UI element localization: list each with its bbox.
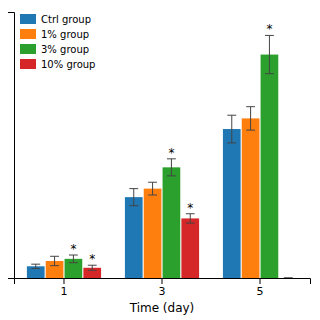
error-bar <box>246 107 255 130</box>
legend-label: 1% group <box>41 29 89 40</box>
x-tick-mark <box>63 278 64 284</box>
chart: * * * * * 1 3 5 Ctrl group 1% group 3% group 10% gr… <box>0 0 320 320</box>
bar <box>242 118 260 278</box>
x-tick: 3 <box>159 278 166 298</box>
error-bar <box>265 35 274 73</box>
bar <box>144 189 162 278</box>
bar <box>163 167 181 278</box>
error-bar <box>227 115 236 143</box>
legend-item: 10% group <box>20 59 95 70</box>
error-bar <box>186 214 195 223</box>
error-bar <box>69 255 78 263</box>
y-axis <box>8 13 15 279</box>
legend-swatch <box>20 29 36 39</box>
error-bar <box>31 264 40 268</box>
legend-swatch <box>20 59 36 69</box>
error-bar <box>50 256 59 265</box>
series <box>65 35 279 278</box>
series <box>46 107 260 278</box>
y-axis-line <box>8 13 15 279</box>
bar <box>279 278 297 279</box>
error-bar <box>167 159 176 176</box>
legend-item: Ctrl group <box>20 14 91 25</box>
bar <box>125 197 143 278</box>
significance-mark: * <box>168 146 174 160</box>
bar <box>261 55 279 278</box>
marks <box>27 35 293 278</box>
significance-mark: * <box>266 22 272 36</box>
x-axis: 1 3 5 <box>15 278 311 298</box>
x-axis-line <box>15 279 311 285</box>
legend-item: 1% group <box>20 29 89 40</box>
legend-item: 3% group <box>20 44 89 55</box>
x-tick-label: 1 <box>60 285 67 298</box>
x-tick-label: 3 <box>159 285 166 298</box>
x-label: Time (day) <box>129 301 195 315</box>
x-tick-mark <box>260 278 261 284</box>
legend-swatch <box>20 14 36 24</box>
plot: * * * * * 1 3 5 Ctrl group 1% group 3% group 10% gr… <box>8 13 311 298</box>
significance-mark: * <box>70 242 76 256</box>
x-tick-mark <box>162 278 163 284</box>
x-tick: 5 <box>257 278 264 298</box>
error-bar <box>129 189 138 206</box>
bar <box>223 129 241 278</box>
x-tick-label: 5 <box>257 285 264 298</box>
series <box>83 214 292 278</box>
error-bar <box>148 182 157 195</box>
legend-label: Ctrl group <box>41 14 91 25</box>
error-bar <box>284 278 293 279</box>
bar <box>181 218 199 278</box>
significance-mark: * <box>89 252 95 266</box>
significance-mark: * <box>187 201 193 215</box>
series <box>27 115 241 278</box>
legend-label: 3% group <box>41 44 89 55</box>
x-tick: 1 <box>60 278 67 298</box>
legend-swatch <box>20 44 36 54</box>
legend: Ctrl group 1% group 3% group 10% group <box>20 14 95 70</box>
legend-label: 10% group <box>41 59 95 70</box>
significance: * * * * * <box>70 22 272 266</box>
